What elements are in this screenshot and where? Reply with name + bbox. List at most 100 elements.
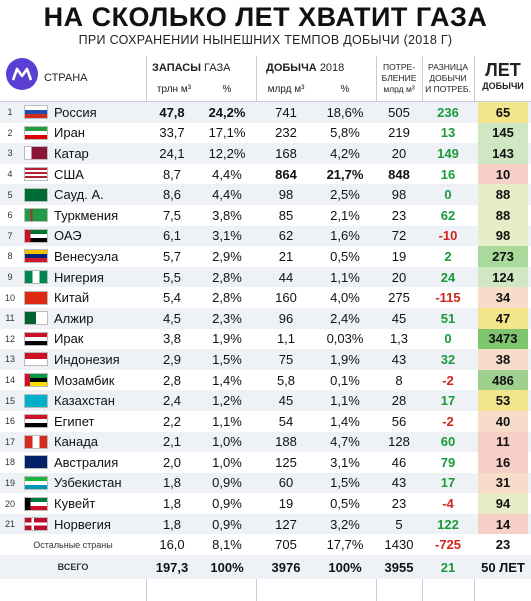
production-share-cell: 3,1% [330, 454, 360, 470]
consumption-cell: 23 [391, 207, 407, 223]
production-share-cell: 17,7% [326, 537, 364, 553]
consumption-cell: 45 [391, 310, 407, 326]
reserves-share-cell: 12,2% [208, 145, 246, 161]
years-cell: 145 [478, 122, 528, 144]
years-cell: 124 [478, 266, 528, 288]
reserves-cell: 2,1 [162, 434, 182, 450]
others-label: Остальные страны [33, 539, 113, 550]
diff-cell: -2 [442, 372, 454, 388]
reserves-cell: 2,8 [162, 372, 182, 388]
diff-cell: 0 [444, 331, 452, 347]
page-title: НА СКОЛЬКО ЛЕТ ХВАТИТ ГАЗА [43, 2, 488, 32]
consumption-cell: 20 [391, 145, 407, 161]
consumption-cell: 19 [391, 248, 407, 264]
consumption-cell: 848 [388, 166, 410, 182]
header-reserves-label: ЗАПАСЫ [152, 62, 201, 74]
production-cell: 864 [275, 166, 297, 182]
production-share-cell: 3,2% [330, 516, 360, 532]
country-flag-icon [24, 164, 48, 185]
diff-cell: -115 [435, 290, 461, 306]
years-cell: 88 [478, 204, 528, 226]
country-flag-icon [24, 143, 48, 164]
rank-cell: 21 [4, 519, 15, 530]
reserves-cell: 8,6 [162, 187, 182, 203]
country-name: Туркмения [54, 207, 119, 223]
country-flag-icon [24, 287, 48, 308]
diff-cell: 62 [440, 207, 456, 223]
rank-cell: 8 [7, 251, 13, 262]
country-flag-icon [24, 184, 48, 205]
country-name: Норвегия [54, 516, 111, 532]
country-name: Мозамбик [54, 372, 115, 388]
header-diff-l2: ДОБЫЧИ [429, 73, 467, 83]
production-cell: 60 [278, 475, 294, 491]
diff-cell: 122 [437, 516, 459, 532]
production-cell: 127 [275, 516, 297, 532]
production-cell: 19 [278, 496, 294, 512]
header-reserves-percent: % [222, 84, 232, 95]
reserves-share-cell: 100% [210, 559, 244, 575]
rank-cell: 14 [4, 375, 15, 386]
diff-cell: 32 [440, 351, 456, 367]
country-name: ОАЭ [54, 228, 82, 244]
diff-cell: 236 [437, 104, 459, 120]
table-row: 8 Венесуэла 5,7 2,9% 21 0,5% 19 2 273 [0, 246, 531, 267]
production-share-cell: 0,5% [330, 496, 360, 512]
reserves-cell: 16,0 [159, 537, 185, 553]
production-cell: 85 [278, 207, 294, 223]
diff-cell: 24 [440, 269, 456, 285]
consumption-cell: 128 [388, 434, 410, 450]
consumption-cell: 275 [388, 290, 410, 306]
consumption-cell: 1430 [384, 537, 414, 553]
country-flag-icon [24, 514, 48, 535]
rank-cell: 20 [4, 498, 15, 509]
country-flag-icon [24, 246, 48, 267]
table-row: 9 Нигерия 5,5 2,8% 44 1,1% 20 24 124 [0, 266, 531, 288]
production-share-cell: 4,2% [330, 145, 360, 161]
diff-cell: 13 [440, 125, 456, 141]
header-years-l1: ЛЕТ [485, 60, 521, 80]
country-flag-icon [24, 205, 48, 226]
production-cell: 125 [275, 454, 297, 470]
country-flag-icon [24, 102, 48, 123]
production-share-cell: 1,1% [330, 393, 360, 409]
years-cell: 38 [478, 349, 528, 370]
country-name: Венесуэла [54, 248, 119, 264]
production-share-cell: 1,1% [330, 269, 360, 285]
reserves-cell: 33,7 [159, 125, 185, 141]
reserves-share-cell: 1,0% [212, 434, 242, 450]
consumption-cell: 56 [391, 413, 407, 429]
diff-cell: 17 [440, 475, 456, 491]
country-flag-icon [24, 349, 48, 370]
years-cell: 53 [478, 390, 528, 411]
table-row: 20 Кувейт 1,8 0,9% 19 0,5% 23 -4 94 [0, 493, 531, 514]
production-share-cell: 2,5% [330, 187, 360, 203]
country-flag-icon [24, 452, 48, 473]
reserves-share-cell: 24,2% [208, 104, 246, 120]
consumption-cell: 3955 [384, 559, 414, 575]
production-share-cell: 1,5% [330, 475, 360, 491]
consumption-cell: 28 [391, 393, 407, 409]
consumption-cell: 23 [391, 496, 407, 512]
years-cell: 31 [478, 472, 528, 494]
rank-cell: 16 [4, 416, 15, 427]
rank-cell: 4 [7, 169, 13, 180]
years-cell: 10 [478, 163, 528, 185]
country-flag-icon [24, 329, 48, 350]
table-row-others: Остальные страны 16,0 8,1% 705 17,7% 1430 -725… [0, 534, 531, 556]
rank-cell: 12 [4, 333, 15, 344]
consumption-cell: 8 [395, 372, 403, 388]
rank-cell: 15 [4, 395, 15, 406]
header-consumption-unit: млрд м³ [383, 84, 415, 94]
diff-cell: 0 [444, 187, 452, 203]
production-cell: 232 [275, 125, 297, 141]
header-diff: РАЗНИЦА ДОБЫЧИ И ПОТРЕБ. [422, 62, 474, 95]
header-production-unit: млрд м³ [267, 84, 305, 95]
country-name: Египет [54, 413, 95, 429]
production-cell: 188 [275, 434, 297, 450]
production-share-cell: 1,9% [330, 351, 360, 367]
years-cell: 143 [478, 143, 528, 164]
country-flag-icon [24, 308, 48, 329]
production-cell: 705 [275, 537, 297, 553]
years-cell: 16 [478, 452, 528, 473]
